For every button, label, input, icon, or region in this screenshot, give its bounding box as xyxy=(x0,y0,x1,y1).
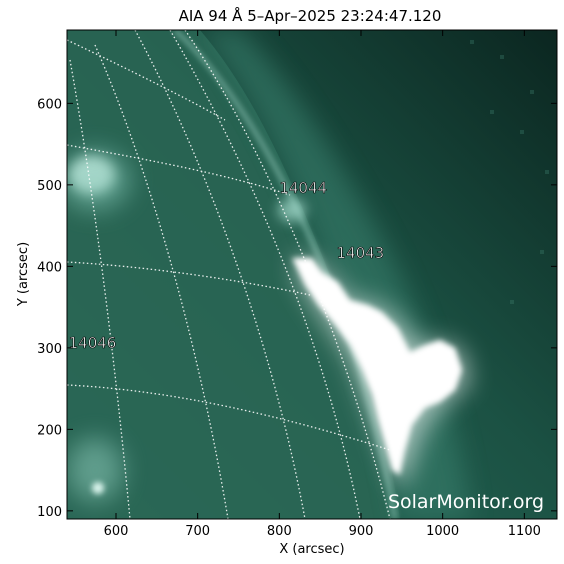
bright-patch-upper-left-glow xyxy=(67,150,130,210)
noise-texture xyxy=(470,40,549,304)
x-tick-label: 800 xyxy=(267,524,292,539)
y-tick-label: 600 xyxy=(37,97,62,112)
flare-emission xyxy=(292,255,470,490)
y-tick-label: 200 xyxy=(37,423,62,438)
plot-frame xyxy=(66,29,558,520)
x-axis: 600 700 800 900 1000 1100 xyxy=(104,30,541,539)
heliographic-grid xyxy=(67,30,391,519)
solar-disk xyxy=(67,30,400,519)
x-tick-label: 1100 xyxy=(508,524,541,539)
region-label-14044: 14044 xyxy=(279,179,327,197)
y-tick-label: 500 xyxy=(37,179,62,194)
y-tick-label: 300 xyxy=(37,342,62,357)
y-tick-label: 100 xyxy=(37,505,62,520)
x-tick-label: 1000 xyxy=(426,524,459,539)
region-14044-emission xyxy=(278,198,306,222)
x-tick-label: 900 xyxy=(349,524,374,539)
x-tick-label: 700 xyxy=(185,524,210,539)
solar-image xyxy=(67,30,557,519)
region-label-14043: 14043 xyxy=(337,244,385,262)
bright-spot-lower-left xyxy=(92,482,104,494)
region-label-14046: 14046 xyxy=(69,334,117,352)
figure-title: AIA 94 Å 5–Apr–2025 23:24:47.120 xyxy=(179,6,442,25)
y-tick-label: 400 xyxy=(37,260,62,275)
y-axis-label: Y (arcsec) xyxy=(16,242,31,307)
x-axis-label: X (arcsec) xyxy=(279,542,344,557)
watermark: SolarMonitor.org xyxy=(388,491,544,513)
y-axis: 100 200 300 400 500 600 xyxy=(37,97,557,520)
bright-patch-lower-left xyxy=(67,438,123,502)
region-labels: 14044 14043 14046 xyxy=(68,179,385,352)
x-tick-label: 600 xyxy=(104,524,129,539)
